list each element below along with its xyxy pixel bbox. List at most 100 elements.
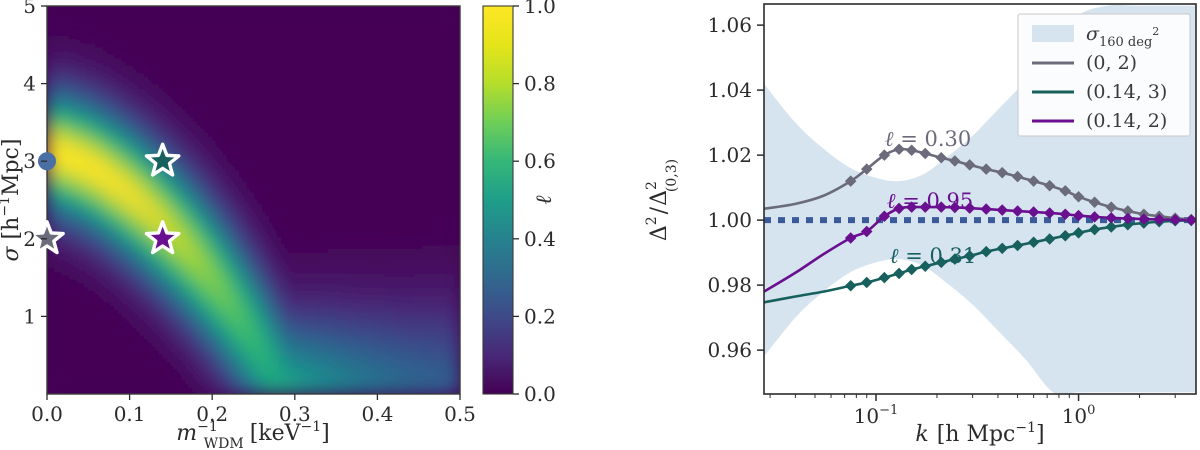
left-xtick-label: 0.4	[361, 402, 393, 426]
colorbar: 0.0 0.2 0.4 0.6 0.8 1.0 ℓ	[482, 0, 557, 406]
series-marker	[1043, 179, 1056, 192]
series-marker	[905, 263, 918, 276]
annotation-ell-030: ℓ = 0.30	[885, 127, 971, 151]
right-panel-y-ticks: 0.96 0.98 1.00 1.02 1.04 1.06	[707, 13, 764, 362]
legend-label-series-014-2: (0.14, 2)	[1086, 110, 1167, 132]
series-marker	[1059, 229, 1072, 242]
series-marker	[1088, 223, 1101, 236]
ylabel-unit-sup: −1	[0, 196, 13, 217]
ylabel-delta-den: Δ	[647, 190, 672, 206]
series-marker	[949, 201, 961, 214]
series-marker	[1088, 196, 1101, 209]
right-ytick-label: 1.06	[707, 13, 752, 37]
series-marker	[905, 144, 918, 157]
left-panel-x-ticks: 0.0 0.1 0.2 0.3 0.4 0.5	[31, 394, 476, 426]
series-marker	[1011, 239, 1024, 252]
series-marker	[860, 163, 873, 175]
colorbar-tick-label: 0.8	[524, 72, 556, 96]
series-marker	[949, 253, 961, 265]
heatmap-markers	[29, 142, 181, 255]
series-marker	[1088, 211, 1101, 223]
ylabel-den-sub: (0,3)	[664, 159, 680, 192]
legend-label-series-014-3: (0.14, 3)	[1086, 81, 1167, 103]
series-marker	[996, 166, 1009, 179]
ylabel-num-sup: 2	[644, 216, 660, 225]
legend: σ160 deg2(0, 2) (0.14, 3) (0.14, 2)	[1017, 13, 1191, 137]
series-markers-group	[844, 143, 1196, 292]
xlabel-k: k	[915, 422, 928, 447]
gray-star	[29, 220, 65, 255]
legend-entries: σ160 deg2(0, 2) (0.14, 3) (0.14, 2)	[1032, 23, 1167, 132]
series-marker	[980, 203, 992, 215]
series-marker	[893, 267, 905, 280]
series-marker	[1059, 208, 1072, 221]
right-ytick-label: 1.02	[707, 143, 752, 167]
series-marker	[1105, 212, 1118, 224]
legend-label-series-0-2: (0, 2)	[1086, 52, 1137, 74]
series-marker	[963, 159, 976, 171]
series-marker	[893, 143, 905, 156]
series-marker	[919, 260, 931, 273]
left-ytick-label: 4	[23, 72, 36, 96]
left-panel-x-axis-label: m−1 WDM [keV−1]	[176, 419, 330, 450]
xlabel-k-unit: [h Mpc	[937, 422, 1016, 447]
series-marker	[844, 280, 857, 292]
colorbar-ticks: 0.0 0.2 0.4 0.6 0.8 1.0	[513, 0, 556, 406]
left-xtick-label: 0.2	[196, 402, 228, 426]
series-marker	[1043, 233, 1056, 245]
annotation-ell-031: ℓ = 0.31	[890, 244, 976, 268]
right-xtick-label: 100	[1062, 403, 1096, 428]
xlabel-k-unit-sup: −1	[1015, 420, 1036, 436]
right-ytick-label: 0.98	[707, 273, 752, 297]
series-marker	[1027, 236, 1040, 248]
series-marker	[996, 204, 1009, 216]
series-marker	[844, 232, 857, 244]
left-ytick-label: 3	[23, 149, 36, 173]
series-marker	[935, 256, 948, 269]
series-marker	[860, 276, 873, 289]
series-marker	[1043, 207, 1056, 219]
legend-label-sigma-160deg2: σ160 deg2	[1086, 23, 1159, 50]
colorbar-tick-label: 1.0	[524, 0, 556, 18]
colorbar-tick-label: 0.6	[524, 149, 556, 173]
ylabel-den-sup: 2	[644, 181, 660, 190]
series-marker	[1185, 214, 1196, 226]
series-marker	[980, 163, 992, 175]
xlabel-unit: [keV	[250, 421, 302, 446]
series-marker	[878, 271, 891, 284]
series-marker	[1027, 175, 1040, 187]
colorbar-tick-label: 0.2	[524, 304, 556, 328]
series-marker	[919, 201, 931, 213]
left-ytick-label: 1	[23, 304, 36, 328]
series-marker	[905, 201, 918, 213]
colorbar-tick-label: 0.4	[524, 227, 556, 251]
legend-swatch-sigma-160deg2	[1032, 25, 1074, 42]
left-xtick-label: 0.1	[114, 402, 146, 426]
xlabel-m: m	[176, 421, 197, 446]
colorbar-label: ℓ	[532, 195, 557, 205]
colorbar-tick-label: 0.0	[524, 382, 556, 406]
left-ytick-label: 2	[23, 227, 36, 251]
right-panel-x-axis-label: k [h Mpc−1]	[915, 420, 1044, 447]
left-panel-y-axis-label: σ [h−1Mpc]	[0, 139, 24, 262]
series-marker	[963, 250, 976, 262]
ylabel-delta-num: Δ	[647, 225, 672, 241]
xlabel-k-unit-close: ]	[1036, 422, 1045, 447]
series-marker	[1072, 190, 1085, 203]
left-xtick-label: 0.5	[444, 402, 476, 426]
series-marker	[935, 151, 948, 164]
xlabel-sup: −1	[197, 419, 218, 435]
purple-star	[144, 220, 181, 255]
series-marker	[1011, 170, 1024, 183]
xlabel-unit-sup: −1	[301, 419, 322, 435]
series-marker	[1072, 209, 1085, 222]
series-marker	[919, 147, 931, 160]
series-marker	[1169, 214, 1181, 226]
annotation-ell-095: ℓ = 0.95	[887, 189, 973, 213]
ylabel-sigma: σ	[0, 245, 24, 261]
ylabel-unit: [h	[0, 217, 24, 240]
right-panel-svg: 10−1 100 0.96 0.98 1.00 1.02 1.04 1.06 ℓ = 0.3…	[644, 3, 1197, 447]
left-xtick-label: 0.3	[279, 402, 311, 426]
